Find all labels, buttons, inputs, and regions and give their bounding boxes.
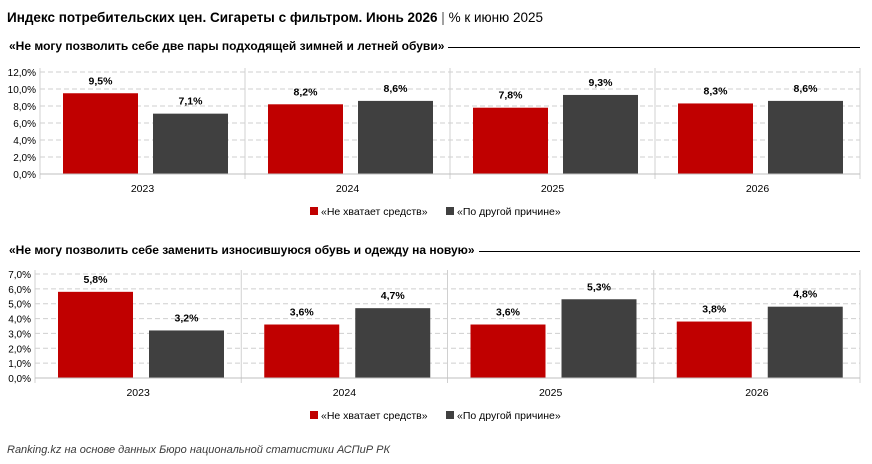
y-tick-label: 6,0% (13, 119, 36, 130)
data-label: 7,1% (179, 96, 204, 108)
y-tick-label: 0,0% (13, 170, 36, 181)
x-tick-label: 2025 (541, 183, 565, 195)
bar-series-a (470, 324, 546, 378)
chart-1: 0,0% 2,0% 4,0% 6,0% 8,0% 10,0% 12,0% 9,5% 7,1% 20… (8, 68, 861, 218)
chart-1-title: «Не могу позволить себе две пары подходя… (9, 39, 445, 53)
data-label: 4,8% (793, 289, 818, 301)
x-tick-label: 2024 (333, 387, 357, 399)
legend-swatch (310, 411, 318, 419)
chart-2-title: «Не могу позволить себе заменить износив… (9, 243, 475, 257)
page-title-main: Индекс потребительских цен. Сигареты с ф… (7, 10, 438, 25)
data-label: 5,3% (587, 281, 612, 293)
y-tick-label: 1,0% (8, 359, 31, 370)
data-label: 7,8% (499, 90, 524, 102)
data-label: 9,5% (89, 75, 114, 87)
bar-series-b (561, 299, 637, 378)
legend-swatch (310, 207, 318, 215)
page-title-unit: % к июню 2025 (448, 10, 544, 25)
bar-series-a (63, 93, 138, 174)
chart-1-title-rule (448, 47, 860, 48)
chart-2: 0,0% 1,0% 2,0% 3,0% 4,0% 5,0% 6,0% 7,0% 5,8% 3,2%… (8, 270, 861, 422)
x-tick-label: 2023 (126, 387, 150, 399)
bar-series-b (767, 306, 843, 378)
legend-label: «По другой причине» (457, 410, 561, 422)
data-label: 8,2% (294, 86, 319, 98)
data-label: 8,6% (384, 83, 409, 95)
legend-label: «По другой причине» (457, 206, 561, 218)
bar-series-b (153, 113, 228, 174)
bar-series-b (355, 308, 431, 378)
bar-series-b (768, 100, 843, 174)
x-tick-label: 2025 (539, 387, 563, 399)
bar-series-a (264, 324, 340, 378)
page-title: Индекс потребительских цен. Сигареты с ф… (7, 10, 543, 25)
x-tick-label: 2024 (336, 183, 360, 195)
y-tick-label: 6,0% (8, 285, 31, 296)
y-tick-label: 4,0% (13, 136, 36, 147)
data-label: 5,8% (84, 274, 109, 286)
y-tick-label: 5,0% (8, 300, 31, 311)
source-note: Ranking.kz на основе данных Бюро национа… (7, 444, 390, 456)
bar-series-a (268, 104, 343, 174)
bar-series-b (149, 330, 224, 378)
bar-series-a (58, 291, 133, 378)
y-tick-label: 2,0% (8, 344, 31, 355)
data-label: 3,2% (175, 312, 200, 324)
data-label: 8,3% (704, 85, 729, 97)
y-tick-label: 10,0% (8, 85, 36, 96)
legend-label: «Не хватает средств» (321, 206, 428, 218)
page-title-separator: | (441, 10, 445, 25)
y-tick-label: 8,0% (13, 102, 36, 113)
legend-label: «Не хватает средств» (321, 410, 428, 422)
y-tick-label: 4,0% (8, 315, 31, 326)
data-label: 3,8% (702, 304, 727, 316)
data-label: 8,6% (794, 83, 819, 95)
data-label: 3,6% (290, 307, 315, 319)
bar-series-a (678, 103, 753, 174)
bar-series-b (563, 94, 638, 174)
chart-2-title-rule (479, 251, 860, 252)
x-tick-label: 2026 (745, 387, 769, 399)
legend-swatch (446, 411, 454, 419)
y-tick-label: 7,0% (8, 270, 31, 281)
bar-series-b (358, 100, 433, 174)
x-tick-label: 2026 (746, 183, 770, 195)
y-tick-label: 2,0% (13, 153, 36, 164)
bar-series-a (473, 107, 548, 174)
y-tick-label: 12,0% (8, 68, 36, 79)
legend-swatch (446, 207, 454, 215)
data-label: 3,6% (496, 307, 521, 319)
x-tick-label: 2023 (131, 183, 155, 195)
data-label: 9,3% (589, 77, 614, 89)
y-tick-label: 3,0% (8, 329, 31, 340)
data-label: 4,7% (381, 290, 406, 302)
y-tick-label: 0,0% (8, 374, 31, 385)
bar-series-a (676, 321, 752, 378)
